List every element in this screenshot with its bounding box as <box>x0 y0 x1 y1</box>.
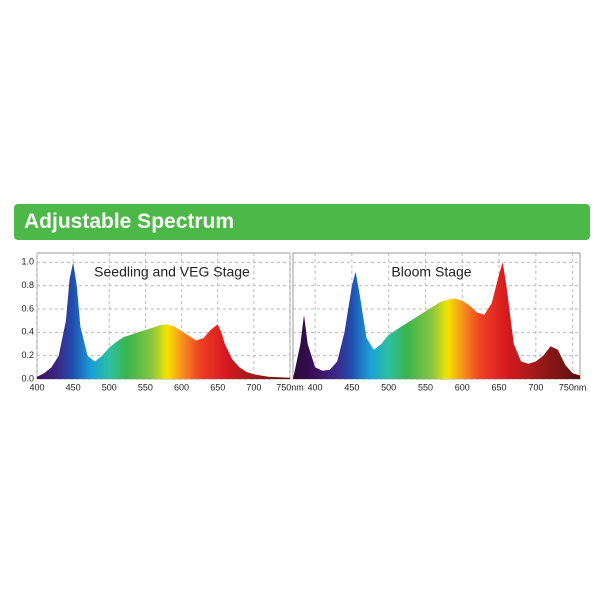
y-tick-label: 0.0 <box>21 373 34 383</box>
x-tick-label: 450 <box>344 382 359 392</box>
x-tick-label: 750nm <box>276 382 304 392</box>
x-tick-label: 400 <box>29 382 44 392</box>
banner-title: Adjustable Spectrum <box>24 210 235 233</box>
x-tick-label: 700 <box>528 382 543 392</box>
spectrum-area <box>293 262 580 379</box>
x-tick-label: 600 <box>174 382 189 392</box>
x-tick-label: 650 <box>210 382 225 392</box>
x-tick-label: 750nm <box>559 382 587 392</box>
spectrum-area <box>37 262 290 379</box>
y-tick-label: 0.2 <box>21 350 34 360</box>
x-tick-label: 450 <box>66 382 81 392</box>
y-tick-label: 0.6 <box>21 303 34 313</box>
chart-title: Seedling and VEG Stage <box>94 264 250 280</box>
x-tick-label: 500 <box>102 382 117 392</box>
x-tick-label: 400 <box>308 382 323 392</box>
x-tick-label: 550 <box>418 382 433 392</box>
x-tick-label: 600 <box>455 382 470 392</box>
x-tick-label: 550 <box>138 382 153 392</box>
x-tick-label: 650 <box>492 382 507 392</box>
banner: Adjustable Spectrum <box>14 204 590 240</box>
x-tick-label: 500 <box>381 382 396 392</box>
y-tick-label: 0.4 <box>21 327 34 337</box>
y-tick-label: 0.8 <box>21 280 34 290</box>
chart-title: Bloom Stage <box>391 264 471 280</box>
y-tick-label: 1.0 <box>21 257 34 267</box>
x-tick-label: 700 <box>246 382 261 392</box>
